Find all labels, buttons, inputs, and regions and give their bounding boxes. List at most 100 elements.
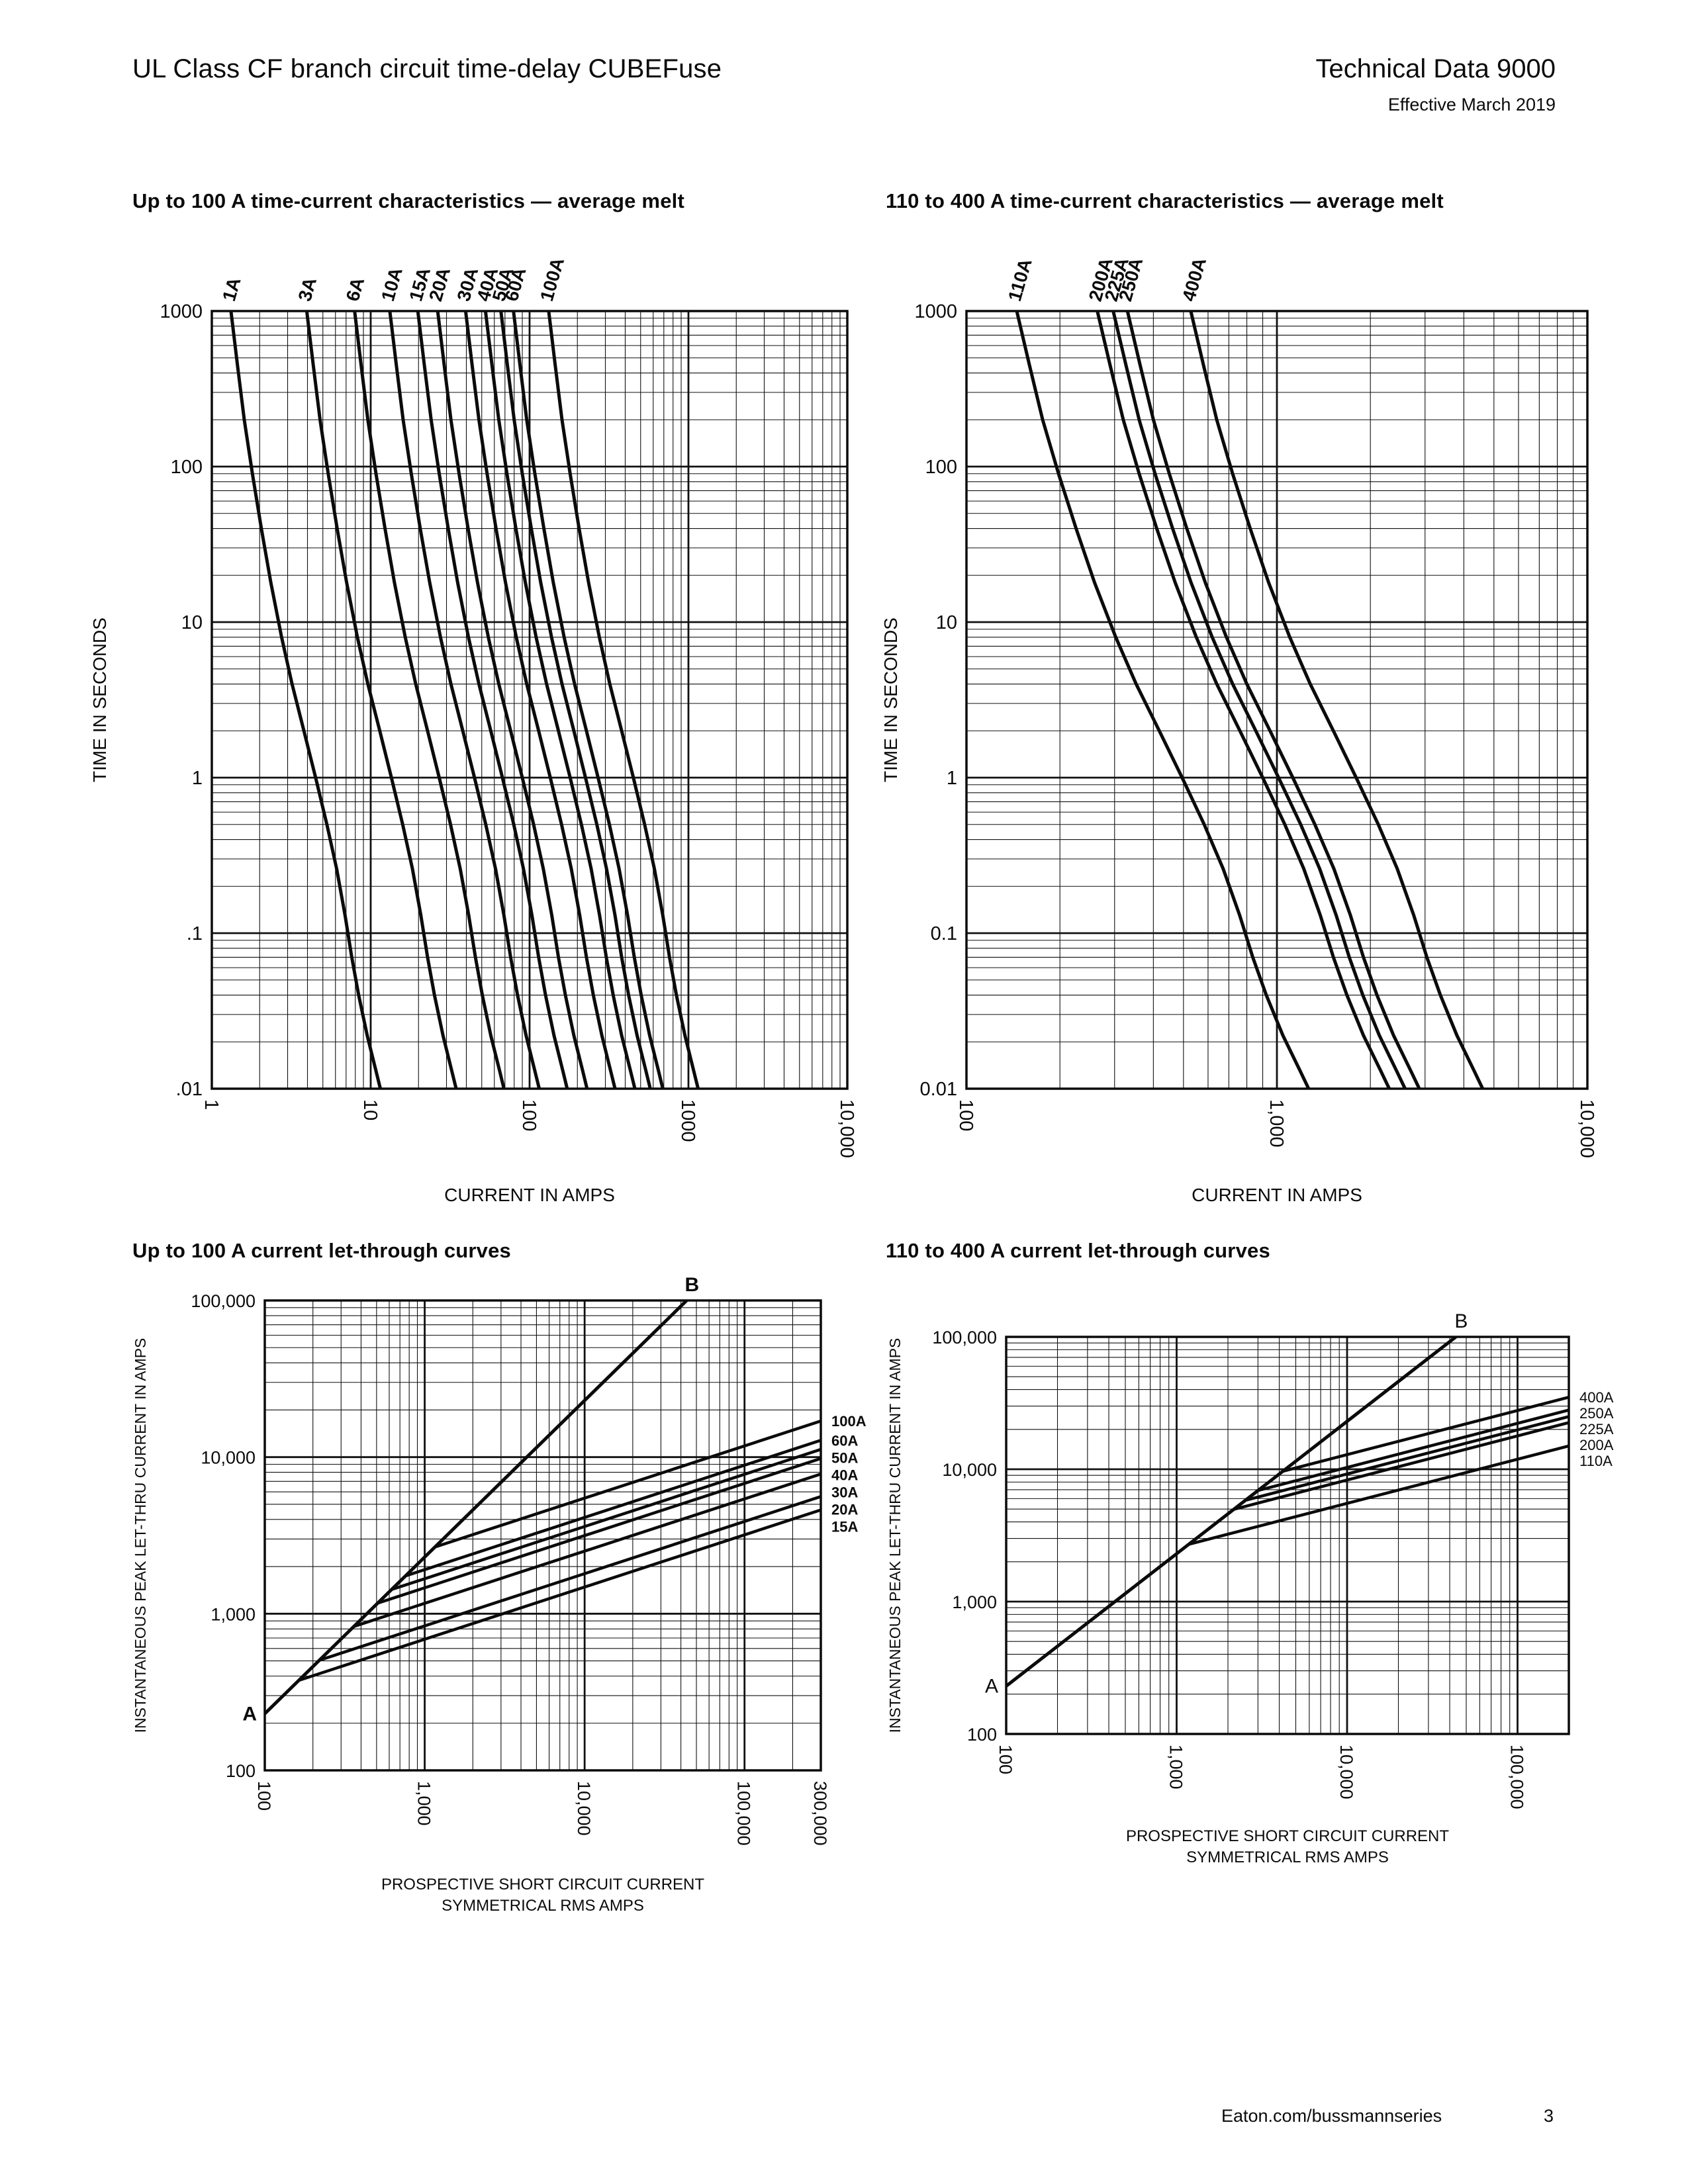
y-tick-label: 0.01 [920,1079,957,1100]
y-tick-label: 10 [936,612,957,633]
x-tick-label: 10,000 [1336,1745,1356,1799]
letthru-line-40A [377,1457,821,1605]
plot-frame [263,1299,822,1772]
melt-curve-110A [1015,311,1311,1089]
y-axis-title: INSTANTANEOUS PEAK LET-THRU CURRENT IN A… [132,1338,149,1733]
tick-labels: 100 1,000 10,000 1000 100 10 1 0.1 0.01 [914,301,1597,1158]
melt-curve-60A [512,311,665,1089]
letthru-line-15A [298,1508,821,1682]
y-tick-label: 100 [226,1761,256,1781]
document-number: Technical Data 9000 [1315,54,1556,83]
tick-labels: 100 1,000 10,000 100,000 100,000 10,000 1,000 1… [932,1328,1526,1809]
letthru-line-200A [1233,1421,1569,1511]
x-tick-label: 1,000 [1266,1099,1287,1148]
chart-tcc-110-400a: 100 1,000 10,000 1000 100 10 1 0.1 0.01 CURRENT I… [880,238,1655,1248]
curves [1015,311,1485,1089]
curves [229,311,700,1089]
x-tick-label: 10,000 [574,1781,594,1836]
x-axis-title: PROSPECTIVE SHORT CIRCUIT CURRENT [381,1876,704,1893]
x-tick-label: 100 [955,1099,976,1131]
x-tick-label: 100 [996,1745,1015,1774]
x-tick-label: 1 [201,1099,222,1110]
y-tick-label: 1 [947,768,957,789]
curve-label-100A: 100A [536,255,568,304]
curve-label-6A: 6A [342,275,369,304]
melt-curve-15A [416,311,569,1089]
melt-curve-20A [436,311,589,1089]
melt-curve-250A [1125,311,1421,1089]
melt-curve-10A [388,311,541,1089]
curve-label-3A: 3A [294,275,320,304]
melt-curve-100A [547,311,700,1089]
curve-label-10A: 10A [377,265,406,304]
x-tick-label: 10,000 [836,1099,857,1158]
chart-letthru-110-400a: 100 1,000 10,000 100,000 100,000 10,000 1,000 1… [880,1277,1655,1989]
x-tick-label: 10 [359,1099,381,1120]
y-axis-title: INSTANTANEOUS PEAK LET-THRU CURRENT IN A… [886,1338,904,1733]
y-tick-label: .1 [187,923,203,944]
x-axis-title: CURRENT IN AMPS [1192,1185,1362,1205]
plot-frame [965,310,1589,1090]
y-tick-label: 100 [171,457,203,478]
y-tick-label: 100 [925,457,957,478]
letthru-line-30A [353,1473,821,1628]
letthru-line-400A [1282,1396,1569,1473]
diagonal-ab-line [1006,1337,1457,1688]
y-tick-label: 1 [192,768,203,789]
x-tick-label: 10,000 [1576,1099,1597,1158]
letthru-line-20A [318,1495,821,1662]
effective-date: Effective March 2019 [1387,95,1556,114]
axis-titles: PROSPECTIVE SHORT CIRCUIT CURRENT SYMMETR… [886,1338,1449,1866]
y-tick-label: 0.1 [931,923,957,944]
document-title: UL Class CF branch circuit time-delay CU… [132,54,722,83]
x-axis-title: PROSPECTIVE SHORT CIRCUIT CURRENT [1126,1827,1449,1845]
curves [1006,1337,1569,1688]
footer-page-number: 3 [1544,2106,1554,2126]
section-title-tcc-large: 110 to 400 A time-current characteristic… [886,189,1444,212]
curve-label-40A: 40A [831,1467,858,1483]
marker-b: B [1454,1310,1468,1332]
marker-a: A [985,1676,998,1698]
marker-a: A [242,1703,257,1725]
tick-labels: 100 1,000 10,000 100,000 300,000 100,000 10,00… [191,1291,830,1846]
melt-curve-3A [305,311,458,1089]
curves [265,1300,821,1715]
y-axis-title: TIME IN SECONDS [880,617,901,782]
y-tick-label: 10 [181,612,203,633]
axis-titles: CURRENT IN AMPS TIME IN SECONDS [89,617,615,1205]
curve-label-1A: 1A [218,275,245,304]
axis-titles: CURRENT IN AMPS TIME IN SECONDS [880,617,1362,1205]
y-tick-label: 1,000 [952,1592,997,1612]
y-tick-label: 1000 [160,301,203,322]
section-title-letthru-large: 110 to 400 A current let-through curves [886,1239,1270,1262]
curve-label-200A: 200A [1579,1437,1614,1453]
x-axis-title: SYMMETRICAL RMS AMPS [442,1897,644,1915]
x-tick-label: 100 [254,1781,274,1811]
y-tick-label: 10,000 [942,1460,997,1480]
grid [1006,1337,1569,1734]
chart-letthru-up-to-100a: 100 1,000 10,000 100,000 300,000 100,000 10,00… [79,1274,880,1989]
letthru-line-50A [391,1447,821,1591]
melt-curve-200A [1096,311,1391,1089]
grid [212,311,847,1089]
diagonal-ab-line [265,1300,688,1715]
y-tick-label: 1,000 [211,1604,256,1624]
axis-titles: PROSPECTIVE SHORT CIRCUIT CURRENT SYMMETR… [132,1338,704,1915]
curve-label-225A: 225A [1579,1421,1614,1437]
x-tick-label: 300,000 [810,1781,830,1846]
y-tick-label: .01 [176,1079,203,1100]
grid [966,311,1587,1089]
tick-labels: 1 10 100 1000 10,000 1000 100 10 1 .1 .01 [160,301,857,1158]
melt-curve-50A [499,311,652,1089]
curve-label-400A: 400A [1178,255,1210,304]
x-tick-label: 100,000 [1507,1745,1526,1809]
y-axis-title: TIME IN SECONDS [89,617,110,782]
letthru-line-225A [1244,1415,1569,1502]
y-tick-label: 100 [967,1725,997,1745]
plot-frame [211,310,849,1090]
melt-curve-40A [483,311,637,1089]
